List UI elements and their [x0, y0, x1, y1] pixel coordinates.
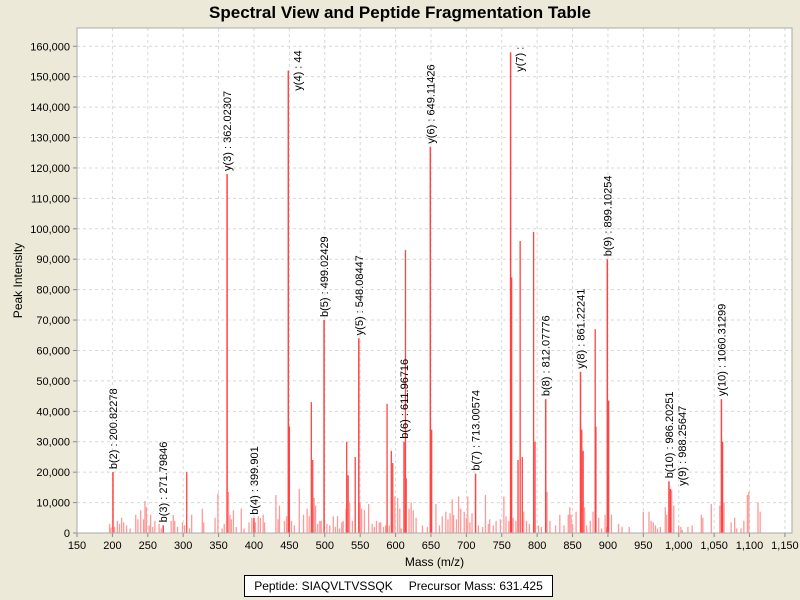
x-tick-label: 150 [68, 540, 86, 552]
y-tick-label: 90,000 [36, 254, 70, 266]
y-tick-label: 160,000 [30, 41, 70, 53]
x-tick-label: 750 [493, 540, 511, 552]
x-tick-label: 300 [174, 540, 192, 552]
x-tick-label: 1,050 [700, 540, 728, 552]
x-tick-label: 1,150 [771, 540, 799, 552]
x-tick-label: 650 [422, 540, 440, 552]
y-tick-label: 110,000 [31, 193, 70, 205]
peak-label: b(7) : 713.00574 [471, 390, 483, 471]
x-tick-label: 400 [245, 540, 263, 552]
legend: Peptide: SIAQVLTVSSQK Precursor Mass: 63… [244, 575, 553, 597]
x-tick-label: 800 [528, 540, 546, 552]
peak-label: y(6) : 649.11426 [425, 64, 437, 143]
y-tick-label: 20,000 [36, 467, 70, 479]
y-tick-label: 50,000 [36, 376, 70, 388]
y-tick-label: 60,000 [36, 345, 70, 357]
y-tick-label: 30,000 [36, 437, 70, 449]
y-axis-label: Peak Intensity [11, 243, 25, 318]
peak-label: b(9) : 899.10254 [602, 175, 614, 256]
peak-label: b(8) : 812.07776 [541, 315, 553, 396]
plot-border [76, 27, 793, 534]
peak-label: y(5) : 548.08447 [354, 255, 366, 335]
x-tick-label: 850 [563, 540, 581, 552]
x-tick-label: 1,000 [665, 540, 693, 552]
y-tick-label: 10,000 [36, 498, 70, 510]
x-tick-label: 250 [139, 540, 157, 552]
x-tick-label: 1,100 [736, 540, 764, 552]
y-tick-label: 80,000 [36, 285, 70, 297]
y-tick-label: 0 [64, 528, 70, 540]
x-tick-label: 350 [209, 540, 227, 552]
y-tick-label: 130,000 [30, 133, 70, 145]
peak-label: y(8) : 861.22241 [575, 289, 587, 369]
x-tick-label: 700 [457, 540, 475, 552]
x-tick-label: 900 [599, 540, 617, 552]
peak-label: b(2) : 200.82278 [108, 388, 120, 469]
legend-precursor-mass: Precursor Mass: 631.425 [408, 579, 543, 593]
peak-label: b(4) : 399.901 [249, 446, 261, 515]
peak-label: y(9) : 988.25647 [677, 406, 689, 486]
legend-peptide: Peptide: SIAQVLTVSSQK [254, 579, 393, 593]
plot-area [77, 28, 792, 533]
x-tick-label: 200 [103, 540, 121, 552]
peak-label: y(4) : 44 [292, 50, 304, 90]
peak-label: y(10) : 1060.31299 [716, 304, 728, 396]
peak-label: y(7) : [515, 47, 527, 72]
y-tick-label: 140,000 [30, 102, 70, 114]
x-axis-label: Mass (m/z) [405, 555, 464, 569]
y-tick-label: 120,000 [30, 163, 70, 175]
x-tick-label: 950 [634, 540, 652, 552]
x-tick-label: 600 [386, 540, 404, 552]
x-tick-label: 550 [351, 540, 369, 552]
x-tick-label: 500 [316, 540, 334, 552]
peak-label: b(3) : 271.79846 [158, 442, 170, 523]
y-tick-label: 100,000 [30, 224, 70, 236]
y-tick-label: 150,000 [30, 72, 70, 84]
y-tick-label: 70,000 [36, 315, 70, 327]
peak-label: y(3) : 362.02307 [222, 91, 234, 171]
chart-title: Spectral View and Peptide Fragmentation … [209, 3, 591, 22]
x-tick-label: 450 [280, 540, 298, 552]
peak-label: b(6) : 611.96716 [399, 359, 411, 439]
y-tick-label: 40,000 [36, 406, 70, 418]
peak-label: b(10) : 986.20251 [664, 391, 676, 478]
peak-label: b(5) : 499.02429 [319, 236, 331, 317]
